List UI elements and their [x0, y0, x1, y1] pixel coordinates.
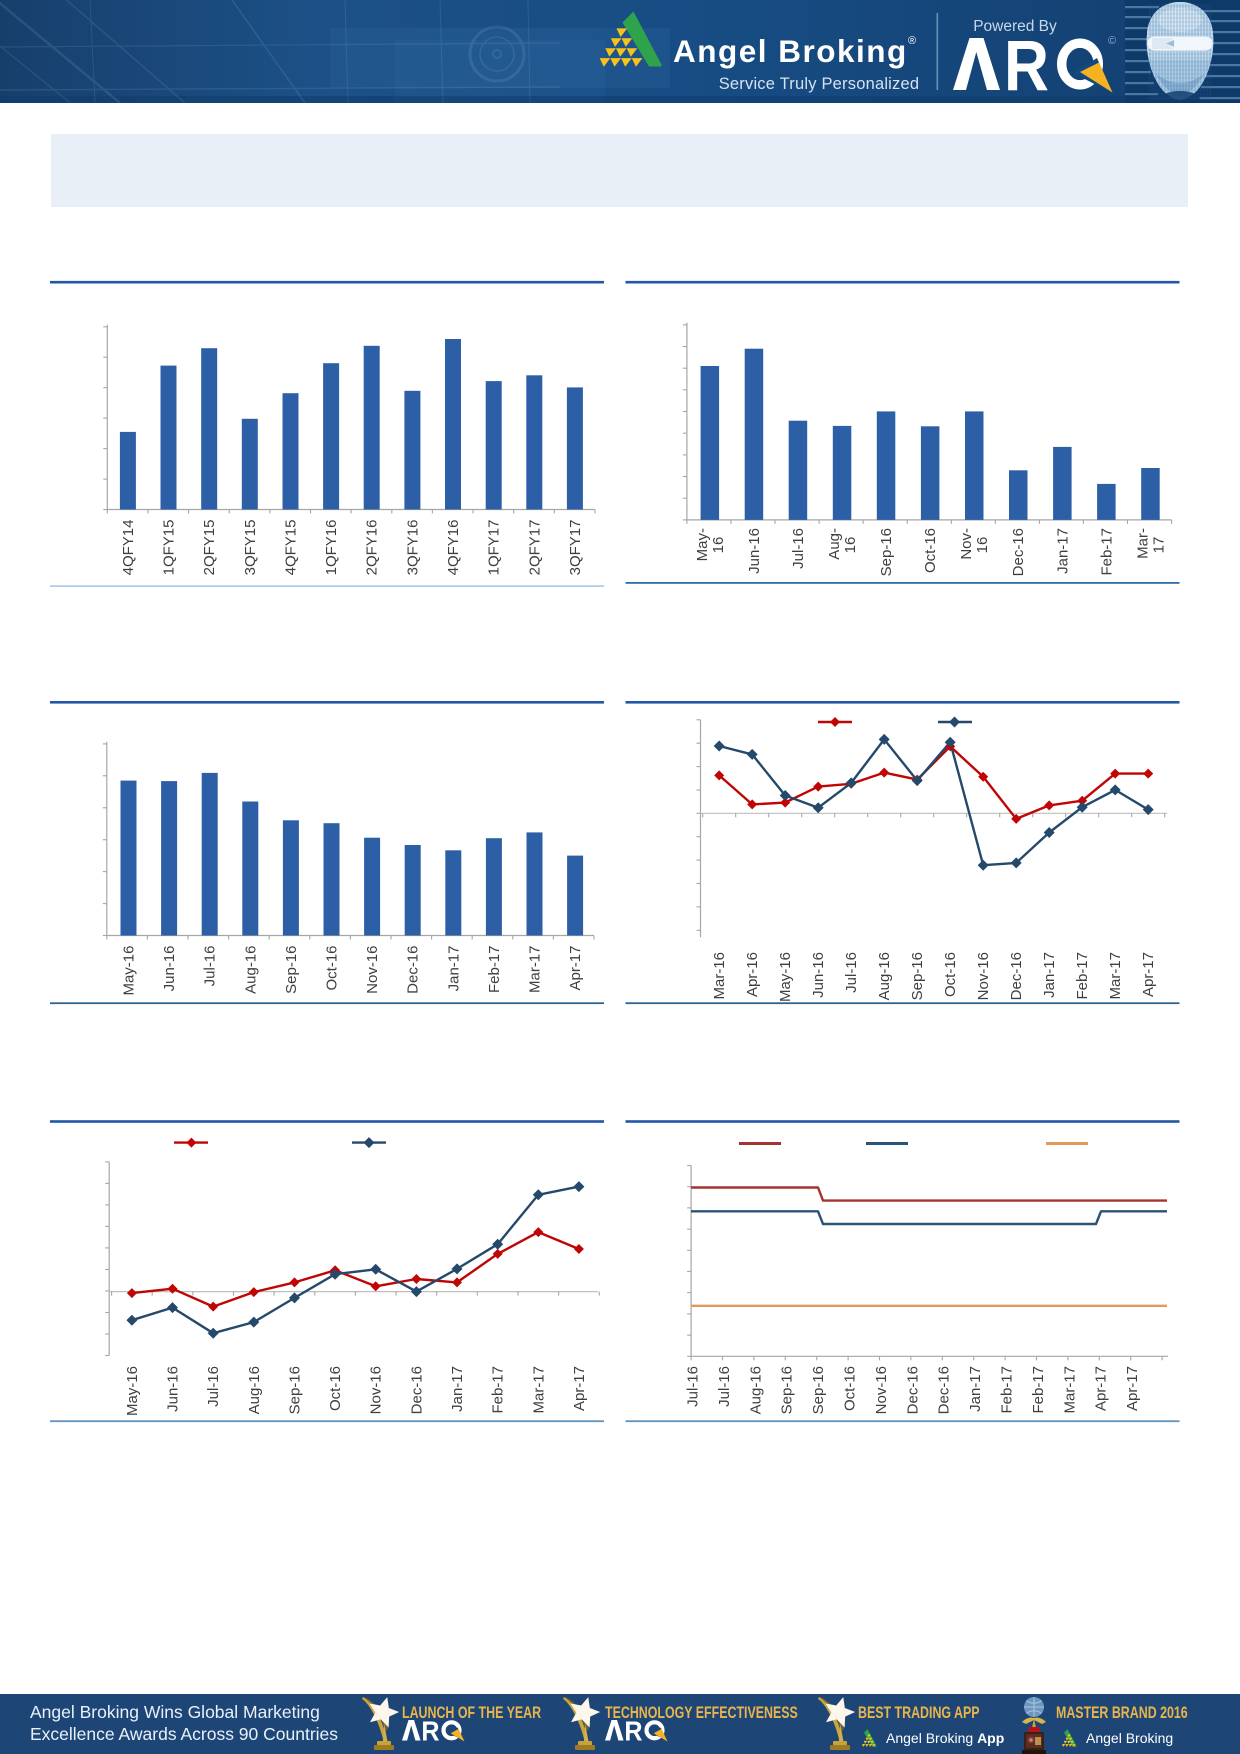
svg-text:1QFY17: 1QFY17	[486, 520, 503, 576]
svg-text:Apr-17: Apr-17	[1124, 1366, 1141, 1411]
svg-text:Jul-16: Jul-16	[716, 1366, 733, 1407]
svg-text:3QFY15: 3QFY15	[242, 520, 259, 576]
svg-text:Angel Broking: Angel Broking	[673, 33, 908, 69]
svg-text:16: 16	[710, 537, 727, 554]
svg-text:Jan-17: Jan-17	[445, 946, 462, 992]
svg-text:2QFY16: 2QFY16	[364, 520, 381, 576]
svg-text:Sep-16: Sep-16	[909, 952, 926, 1000]
svg-text:Aug-16: Aug-16	[876, 952, 893, 1000]
svg-text:Jan-17: Jan-17	[449, 1366, 466, 1412]
svg-text:Jan-17: Jan-17	[1054, 528, 1071, 574]
svg-text:Feb-17: Feb-17	[1098, 528, 1115, 576]
svg-text:May-: May-	[694, 528, 711, 561]
svg-text:Powered By: Powered By	[973, 18, 1057, 35]
svg-text:Nov-16: Nov-16	[975, 952, 992, 1000]
svg-text:Feb-17: Feb-17	[1030, 1366, 1047, 1414]
svg-text:May-16: May-16	[124, 1366, 141, 1416]
svg-text:®: ®	[908, 35, 916, 47]
svg-text:Jun-16: Jun-16	[746, 528, 763, 574]
svg-text:4QFY16: 4QFY16	[445, 520, 462, 576]
svg-text:Nov-16: Nov-16	[368, 1366, 385, 1414]
svg-text:Jun-16: Jun-16	[165, 1366, 182, 1412]
svg-text:Jan-17: Jan-17	[967, 1366, 984, 1412]
svg-text:Mar-: Mar-	[1134, 528, 1151, 559]
svg-text:Jul-16: Jul-16	[685, 1366, 702, 1407]
svg-text:May-16: May-16	[777, 952, 794, 1002]
svg-text:Feb-17: Feb-17	[490, 1366, 507, 1414]
svg-text:4QFY14: 4QFY14	[120, 520, 137, 576]
svg-text:Apr-17: Apr-17	[1140, 952, 1157, 997]
svg-text:Oct-16: Oct-16	[842, 1366, 859, 1411]
svg-text:2QFY15: 2QFY15	[201, 520, 218, 576]
svg-text:Dec-16: Dec-16	[1008, 952, 1025, 1000]
svg-text:Mar-17: Mar-17	[527, 946, 544, 994]
svg-text:Jul-16: Jul-16	[790, 528, 807, 569]
svg-text:Service Truly Personalized: Service Truly Personalized	[719, 75, 920, 93]
svg-text:Sep-16: Sep-16	[283, 946, 300, 994]
svg-text:Sep-16: Sep-16	[779, 1366, 796, 1414]
svg-text:Oct-16: Oct-16	[324, 946, 341, 991]
svg-text:17: 17	[1150, 537, 1167, 554]
svg-text:May-16: May-16	[121, 946, 138, 996]
svg-text:Jun-16: Jun-16	[810, 952, 827, 998]
svg-text:Aug-16: Aug-16	[246, 1366, 263, 1414]
svg-text:Jul-16: Jul-16	[843, 952, 860, 993]
svg-text:Oct-16: Oct-16	[942, 952, 959, 997]
svg-text:Apr-17: Apr-17	[571, 1366, 588, 1411]
svg-text:Dec-16: Dec-16	[904, 1366, 921, 1414]
svg-text:Nov-: Nov-	[958, 528, 975, 560]
svg-text:R: R	[1004, 27, 1049, 103]
svg-text:R: R	[421, 1720, 439, 1743]
svg-text:Sep-16: Sep-16	[878, 528, 895, 576]
svg-text:Oct-16: Oct-16	[327, 1366, 344, 1411]
svg-text:4QFY15: 4QFY15	[283, 520, 300, 576]
svg-text:Feb-17: Feb-17	[486, 946, 503, 994]
svg-text:Jun-16: Jun-16	[161, 946, 178, 992]
svg-text:Feb-17: Feb-17	[1074, 952, 1091, 1000]
svg-text:Dec-16: Dec-16	[408, 1366, 425, 1414]
svg-text:Mar-16: Mar-16	[711, 952, 728, 1000]
svg-text:Mar-17: Mar-17	[1107, 952, 1124, 1000]
svg-text:Sep-16: Sep-16	[287, 1366, 304, 1414]
svg-text:Nov-16: Nov-16	[364, 946, 381, 994]
svg-text:3QFY16: 3QFY16	[404, 520, 421, 576]
svg-text:Aug-16: Aug-16	[747, 1366, 764, 1414]
svg-text:Nov-16: Nov-16	[873, 1366, 890, 1414]
svg-text:Aug-16: Aug-16	[242, 946, 259, 994]
svg-text:Mar-17: Mar-17	[1061, 1366, 1078, 1414]
svg-text:Feb-17: Feb-17	[999, 1366, 1016, 1414]
svg-text:Apr-17: Apr-17	[1093, 1366, 1110, 1411]
svg-text:©: ©	[1108, 35, 1116, 47]
svg-text:Apr-16: Apr-16	[744, 952, 761, 997]
svg-text:Dec-16: Dec-16	[1010, 528, 1027, 576]
svg-text:16: 16	[974, 537, 991, 554]
svg-text:3QFY17: 3QFY17	[567, 520, 584, 576]
svg-text:Apr-17: Apr-17	[567, 946, 584, 991]
svg-text:Dec-16: Dec-16	[405, 946, 422, 994]
svg-text:Sep-16: Sep-16	[810, 1366, 827, 1414]
svg-text:1QFY16: 1QFY16	[323, 520, 340, 576]
svg-text:Mar-17: Mar-17	[530, 1366, 547, 1414]
svg-text:R: R	[624, 1720, 642, 1743]
svg-text:1QFY15: 1QFY15	[161, 520, 178, 576]
svg-text:2QFY17: 2QFY17	[526, 520, 543, 576]
svg-text:Jul-16: Jul-16	[205, 1366, 222, 1407]
svg-text:Jan-17: Jan-17	[1041, 952, 1058, 998]
svg-text:16: 16	[842, 537, 859, 554]
svg-text:Oct-16: Oct-16	[922, 528, 939, 573]
svg-text:Jul-16: Jul-16	[202, 946, 219, 987]
svg-text:Aug-: Aug-	[826, 528, 843, 560]
svg-text:Dec-16: Dec-16	[936, 1366, 953, 1414]
